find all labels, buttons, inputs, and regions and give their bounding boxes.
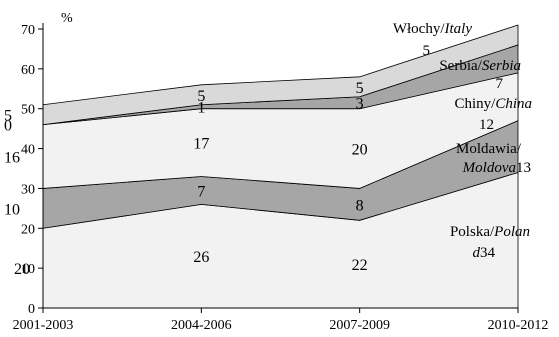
area-series-4 [42, 24, 519, 126]
data-label: 22 [352, 257, 368, 274]
y-axis-label: % [61, 11, 73, 26]
data-label: 20 [352, 142, 368, 159]
data-label: 8 [356, 197, 364, 214]
data-label-italy-last: 5 [423, 43, 431, 59]
x-tick-label: 2001-2003 [13, 318, 74, 333]
data-label: 3 [356, 96, 364, 113]
data-label: 5 [356, 80, 364, 97]
y-tick-label: 40 [21, 143, 35, 158]
data-label: 0 [4, 118, 12, 135]
y-tick-label: 30 [21, 182, 35, 197]
data-label: 7 [197, 183, 205, 200]
data-label-serbia-last: 7 [496, 76, 504, 92]
data-label: 10 [4, 201, 20, 218]
data-label: 1 [197, 100, 205, 117]
data-label: 5 [4, 108, 12, 125]
series-label-china: Chiny/China [454, 96, 532, 112]
x-tick-label: 2004-2006 [171, 318, 232, 333]
data-label: 20 [14, 261, 30, 278]
series-label-moldova-en: Moldova13 [462, 160, 531, 176]
data-label: 5 [197, 88, 205, 105]
series-label-poland-suffix: d34 [473, 245, 496, 261]
data-label: 26 [193, 249, 209, 266]
y-tick-label: 10 [21, 262, 35, 277]
data-label: 17 [193, 136, 209, 153]
y-tick-label: 0 [28, 302, 35, 317]
y-tick-label: 20 [21, 222, 35, 237]
x-tick-label: 2007-2009 [329, 318, 390, 333]
data-label-china-last: 12 [479, 117, 494, 133]
series-label-serbia: Serbia/Serbia [439, 58, 521, 74]
y-tick-label: 70 [21, 23, 35, 38]
x-tick-label: 2010-2012 [488, 318, 549, 333]
series-label-italy: Włochy/Italy [393, 21, 472, 37]
data-label: 16 [4, 150, 20, 167]
y-tick-label: 50 [21, 103, 35, 118]
series-labels: Włochy/Italy 5 Serbia/Serbia 7 Chiny/China 12… [393, 21, 532, 261]
y-tick-label: 60 [21, 63, 35, 78]
series-label-moldova-pl: Moldawia/ [456, 141, 522, 157]
series-label-poland: Polska/Polan [450, 224, 530, 240]
area-layers [42, 24, 519, 309]
